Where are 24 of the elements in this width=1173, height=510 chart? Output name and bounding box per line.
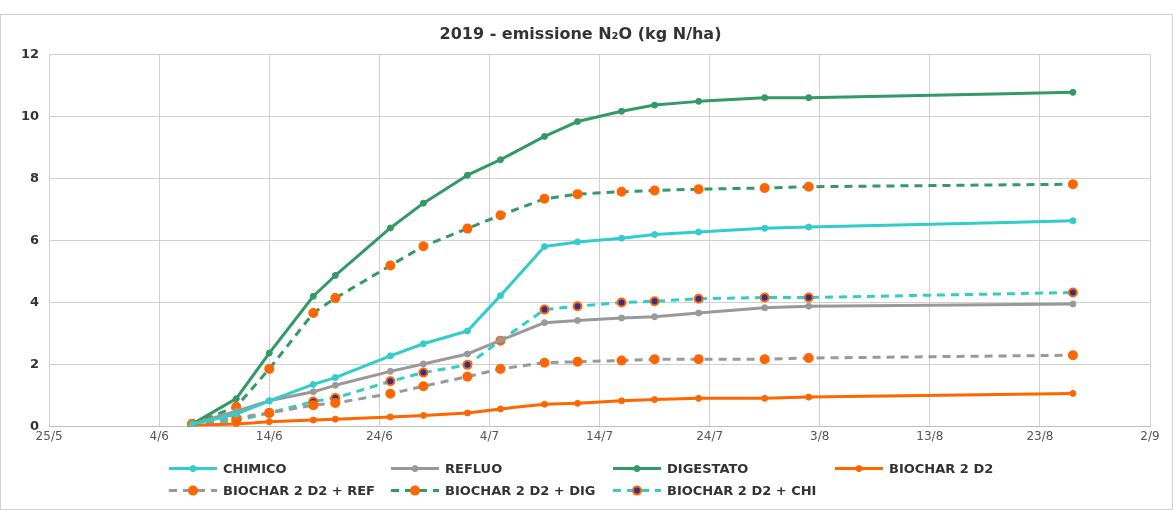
legend-label: BIOCHAR 2 D2 + CHI: [667, 482, 817, 498]
y-tick-label: 6: [30, 231, 40, 247]
x-tick-label: 14/7: [586, 428, 614, 443]
legend-label: BIOCHAR 2 D2 + DIG: [445, 482, 596, 498]
legend-label: REFLUO: [445, 460, 503, 476]
legend-label: DIGESTATO: [667, 460, 749, 476]
x-tick-label: 13/8: [916, 428, 944, 443]
x-tick-label: 4/7: [479, 428, 500, 443]
legend-label: BIOCHAR 2 D2 + REF: [223, 482, 375, 498]
x-tick-label: 24/6: [365, 428, 393, 443]
y-tick-label: 2: [30, 355, 40, 371]
y-tick-label: 8: [30, 169, 40, 185]
x-tick-label: 4/6: [149, 428, 169, 443]
legend-label: CHIMICO: [223, 460, 287, 476]
y-tick-label: 4: [30, 293, 40, 309]
legend-label: BIOCHAR 2 D2: [889, 460, 994, 476]
x-tick-label: 3/8: [810, 428, 830, 443]
x-tick-label: 24/7: [696, 428, 724, 443]
chart-title: 2019 - emissione N₂O (kg N/ha): [439, 23, 722, 43]
x-tick-label: 23/8: [1026, 428, 1054, 443]
y-tick-label: 10: [21, 107, 40, 123]
x-tick-label: 14/6: [255, 428, 283, 443]
x-tick-label: 2/9: [1140, 428, 1160, 443]
y-tick-label: 12: [21, 45, 40, 61]
